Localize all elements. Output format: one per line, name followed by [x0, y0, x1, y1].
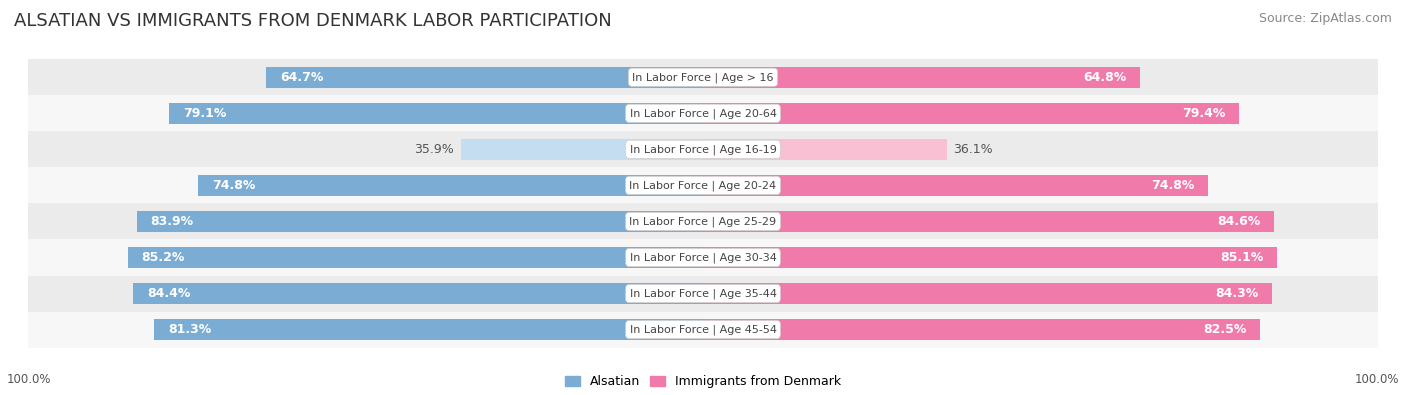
Bar [703, 211, 1274, 232]
Text: In Labor Force | Age 25-29: In Labor Force | Age 25-29 [630, 216, 776, 227]
Text: ALSATIAN VS IMMIGRANTS FROM DENMARK LABOR PARTICIPATION: ALSATIAN VS IMMIGRANTS FROM DENMARK LABO… [14, 12, 612, 30]
Bar [703, 283, 1272, 304]
Bar [28, 276, 1378, 312]
Text: In Labor Force | Age 45-54: In Labor Force | Age 45-54 [630, 324, 776, 335]
Text: In Labor Force | Age > 16: In Labor Force | Age > 16 [633, 72, 773, 83]
Bar [28, 167, 1378, 203]
Bar [703, 175, 1208, 196]
Text: 35.9%: 35.9% [415, 143, 454, 156]
Bar [28, 203, 1378, 239]
Text: In Labor Force | Age 30-34: In Labor Force | Age 30-34 [630, 252, 776, 263]
Text: 79.1%: 79.1% [183, 107, 226, 120]
Bar [155, 319, 703, 340]
Text: 100.0%: 100.0% [7, 373, 52, 386]
Bar [703, 103, 1239, 124]
Bar [169, 103, 703, 124]
Bar [28, 59, 1378, 95]
Bar [703, 67, 1140, 88]
Text: 64.8%: 64.8% [1084, 71, 1126, 84]
Text: 84.6%: 84.6% [1218, 215, 1260, 228]
Bar [136, 211, 703, 232]
Text: 83.9%: 83.9% [150, 215, 194, 228]
Text: In Labor Force | Age 35-44: In Labor Force | Age 35-44 [630, 288, 776, 299]
Text: 85.1%: 85.1% [1220, 251, 1264, 264]
Text: 74.8%: 74.8% [1152, 179, 1194, 192]
Bar [128, 247, 703, 268]
Text: 100.0%: 100.0% [1354, 373, 1399, 386]
Bar [703, 247, 1277, 268]
Text: 84.3%: 84.3% [1215, 287, 1258, 300]
Text: 85.2%: 85.2% [142, 251, 184, 264]
Text: In Labor Force | Age 20-64: In Labor Force | Age 20-64 [630, 108, 776, 118]
Bar [28, 95, 1378, 132]
Legend: Alsatian, Immigrants from Denmark: Alsatian, Immigrants from Denmark [560, 370, 846, 393]
Text: 82.5%: 82.5% [1204, 323, 1246, 336]
Bar [134, 283, 703, 304]
Bar [703, 139, 946, 160]
Bar [461, 139, 703, 160]
Text: 81.3%: 81.3% [167, 323, 211, 336]
Text: 74.8%: 74.8% [212, 179, 254, 192]
Bar [28, 239, 1378, 276]
Text: 36.1%: 36.1% [953, 143, 993, 156]
Bar [198, 175, 703, 196]
Text: In Labor Force | Age 20-24: In Labor Force | Age 20-24 [630, 180, 776, 191]
Text: 64.7%: 64.7% [280, 71, 323, 84]
Text: 79.4%: 79.4% [1182, 107, 1226, 120]
Bar [28, 132, 1378, 167]
Text: 84.4%: 84.4% [146, 287, 190, 300]
Text: Source: ZipAtlas.com: Source: ZipAtlas.com [1258, 12, 1392, 25]
Bar [28, 312, 1378, 348]
Bar [703, 319, 1260, 340]
Bar [266, 67, 703, 88]
Text: In Labor Force | Age 16-19: In Labor Force | Age 16-19 [630, 144, 776, 154]
